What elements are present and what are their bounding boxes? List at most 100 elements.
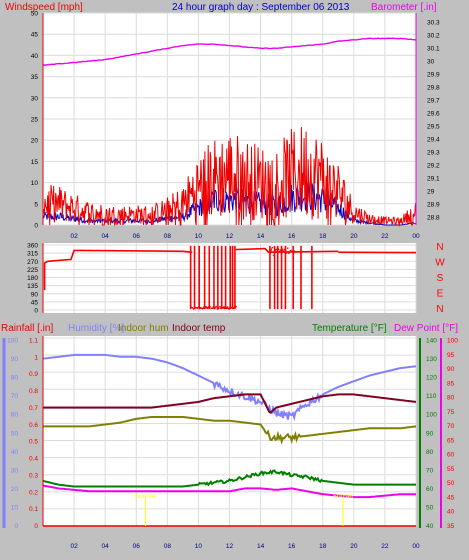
direction-low-trace — [212, 308, 213, 309]
x-tick-label: 16 — [288, 233, 296, 240]
temperature-tick: 40 — [426, 523, 434, 530]
dew-point-tick: 80 — [447, 395, 455, 402]
direction-low-trace — [219, 307, 220, 308]
barometer-tick: 30.3 — [427, 20, 440, 27]
dew-point-tick: 45 — [447, 494, 455, 501]
x-tick-label: 22 — [381, 543, 389, 550]
dew-point-tick: 35 — [447, 523, 455, 530]
rainfall-axis-label: Rainfall [.in] — [1, 323, 53, 334]
dew-point-tick: 70 — [447, 423, 455, 430]
direction-tick: 135 — [27, 283, 38, 290]
barometer-tick: 29 — [427, 189, 435, 196]
humidity-tick: 30 — [11, 467, 19, 474]
direction-tick: 270 — [27, 259, 38, 266]
direction-low-trace — [214, 307, 215, 309]
barometer-tick: 29.3 — [427, 150, 440, 157]
indoor-hum-label: Indoor hum — [118, 323, 169, 334]
x-tick-label: 18 — [319, 233, 327, 240]
windspeed-tick: 45 — [31, 32, 39, 39]
windspeed-axis-label: Windspeed [mph] — [5, 2, 83, 13]
x-tick-label: 06 — [133, 233, 141, 240]
direction-low-trace — [220, 307, 221, 309]
dew-point-tick: 60 — [447, 452, 455, 459]
temperature-axis-label: Temperature [°F] — [312, 323, 387, 334]
rainfall-tick: 0.8 — [29, 388, 38, 395]
dew-point-tick: 100 — [447, 338, 458, 345]
dew-point-axis-label: Dew Point [°F] — [394, 323, 458, 334]
direction-low-trace — [213, 306, 214, 307]
direction-tick: 0 — [34, 308, 38, 315]
temperature-tick: 120 — [426, 375, 437, 382]
humidity-tick: 90 — [11, 356, 19, 363]
humidity-tick: 0 — [14, 523, 18, 530]
windspeed-tick: 20 — [31, 138, 39, 145]
temperature-tick: 70 — [426, 467, 434, 474]
graph-title: 24 hour graph day : September 06 2013 — [172, 2, 350, 13]
humidity-tick: 50 — [11, 430, 19, 437]
humidity-tick: 10 — [11, 504, 19, 511]
dew-point-tick: 50 — [447, 480, 455, 487]
rainfall-tick: 0.1 — [29, 506, 38, 513]
temperature-tick: 100 — [426, 412, 437, 419]
barometer-tick: 29.7 — [427, 98, 440, 105]
x-tick-label: 02 — [70, 543, 78, 550]
rainfall-tick: 1 — [34, 354, 38, 361]
direction-high-trace — [290, 250, 292, 251]
dew-point-tick: 95 — [447, 352, 455, 359]
barometer-tick: 29.6 — [427, 111, 440, 118]
x-tick-label: 08 — [164, 543, 172, 550]
rainfall-tick: 0.9 — [29, 371, 38, 378]
dew-point-tick: 65 — [447, 437, 455, 444]
compass-letter: E — [437, 289, 444, 300]
x-tick-label: 04 — [102, 233, 110, 240]
x-tick-label: 04 — [102, 543, 110, 550]
x-tick-label: 02 — [70, 233, 78, 240]
x-tick-label: 12 — [226, 543, 234, 550]
x-tick-label: 10 — [195, 543, 203, 550]
x-tick-label: 22 — [381, 233, 389, 240]
barometer-tick: 29.9 — [427, 72, 440, 79]
rainfall-tick: 0.6 — [29, 422, 38, 429]
dew-point-tick: 40 — [447, 509, 455, 516]
dew-point-tick: 75 — [447, 409, 455, 416]
barometer-axis-label: Barometer [.in] — [371, 2, 437, 13]
direction-low-trace — [209, 306, 210, 307]
direction-low-trace — [227, 306, 228, 309]
barometer-tick: 29.4 — [427, 137, 440, 144]
rainfall-tick: 0.7 — [29, 405, 38, 412]
humidity-tick: 100 — [7, 338, 18, 345]
sunrise-label: Sunrise — [135, 493, 157, 500]
direction-tick: 360 — [27, 243, 38, 250]
direction-low-trace — [234, 307, 235, 308]
temperature-tick: 80 — [426, 449, 434, 456]
barometer-tick: 29.2 — [427, 163, 440, 170]
compass-letter: N — [436, 304, 443, 315]
humidity-tick: 80 — [11, 375, 19, 382]
dew-point-tick: 85 — [447, 380, 455, 387]
x-tick-label: 14 — [257, 543, 265, 550]
x-tick-label: 20 — [350, 543, 358, 550]
barometer-tick: 28.8 — [427, 215, 440, 222]
windspeed-tick: 25 — [31, 117, 39, 124]
humidity-tick: 70 — [11, 393, 19, 400]
compass-letter: W — [435, 258, 445, 269]
direction-low-trace — [216, 306, 217, 307]
rainfall-tick: 1.1 — [29, 338, 38, 345]
direction-low-trace — [218, 308, 219, 309]
windspeed-tick: 0 — [34, 223, 38, 230]
rainfall-tick: 0.4 — [29, 456, 38, 463]
windspeed-tick: 10 — [31, 180, 39, 187]
x-tick-label: 12 — [226, 233, 234, 240]
direction-low-trace — [229, 307, 230, 309]
direction-tick: 225 — [27, 267, 38, 274]
temperature-tick: 140 — [426, 338, 437, 345]
barometer-tick: 29.1 — [427, 176, 440, 183]
temperature-tick: 60 — [426, 486, 434, 493]
x-tick-label: 06 — [133, 543, 141, 550]
barometer-tick: 30.1 — [427, 46, 440, 53]
indoor-temp-label: Indoor temp — [172, 323, 226, 334]
direction-low-trace — [199, 307, 200, 309]
sunset-label: Sunset — [333, 493, 353, 500]
